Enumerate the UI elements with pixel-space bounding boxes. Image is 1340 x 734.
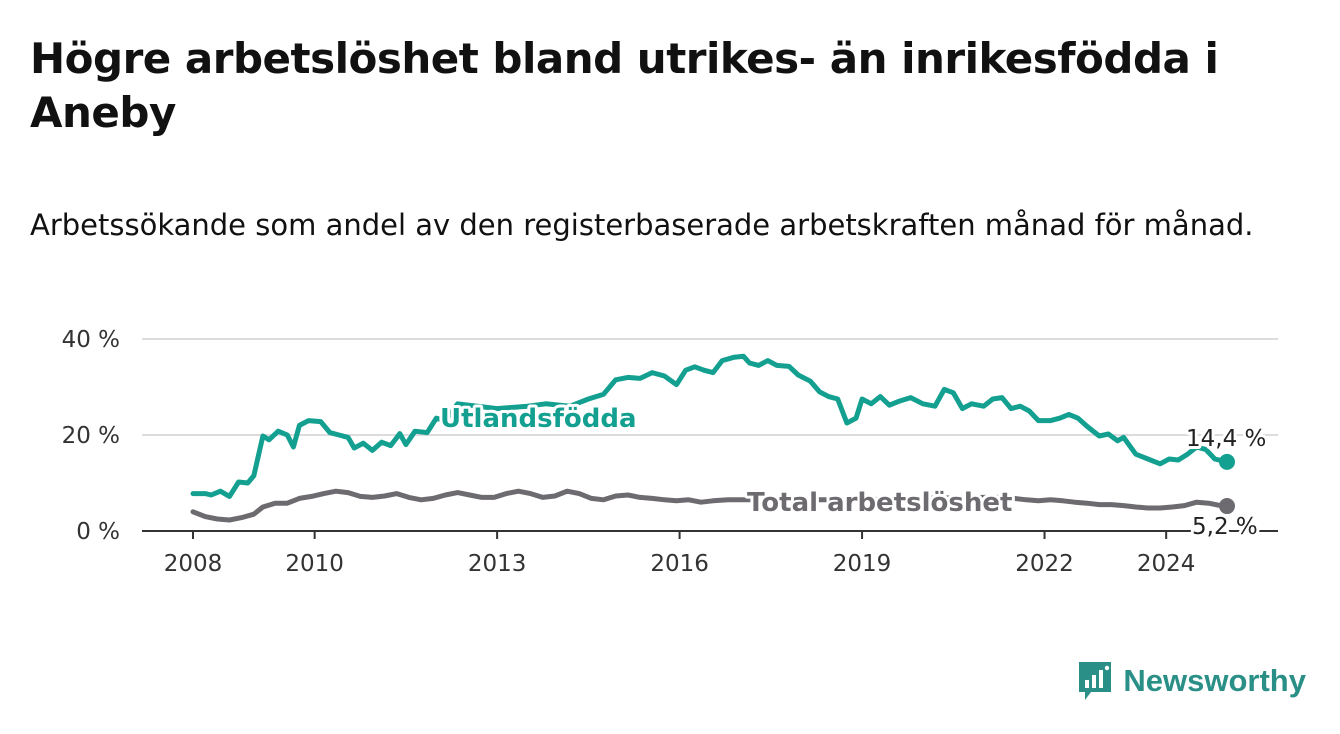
y-tick-label: 40 %	[62, 327, 120, 353]
series-label-total-arbetsloshet: Total arbetslöshet	[747, 488, 1012, 518]
end-point-marker	[1219, 453, 1235, 470]
series-label-utlandsfodda: Utlandsfödda	[440, 404, 637, 434]
y-tick-label: 0 %	[76, 519, 120, 545]
y-tick-label: 20 %	[62, 423, 120, 449]
axes: 0 % 20 % 40 % 2008 2010 2013 2016 2019 2022 2024	[62, 327, 1278, 577]
x-tick-label: 2024	[1137, 551, 1196, 577]
line-utlandsfodda	[190, 353, 1230, 499]
line-total-arbetsloshet	[190, 488, 1230, 523]
brand-logo: Newsworthy	[1077, 660, 1306, 702]
x-tick-label: 2008	[164, 551, 223, 577]
x-tick-label: 2010	[285, 551, 344, 577]
line-chart: 0 %20 %40 %2008 2010 2013 2016 2019 2022 2024 …	[62, 327, 1278, 577]
x-tick-label: 2019	[833, 551, 892, 577]
end-point-marker	[1219, 498, 1235, 515]
end-value-label-total: 5,2 %	[1192, 514, 1258, 540]
brand-name: Newsworthy	[1123, 663, 1306, 698]
series-lines	[190, 353, 1235, 523]
chart-title: Högre arbetslöshet bland utrikes- än inr…	[30, 34, 1219, 137]
end-value-label-utlandsfodda: 14,4 %	[1186, 426, 1266, 452]
series-labels: Utlandsfödda Total arbetslöshet 14,4 % 5…	[437, 401, 1269, 543]
chart-subtitle: Arbetssökande som andel av den registerb…	[30, 208, 1254, 242]
x-tick-label: 2013	[468, 551, 527, 577]
x-tick-label: 2022	[1015, 551, 1074, 577]
x-tick-label: 2016	[650, 551, 709, 577]
newsworthy-logo-icon	[1079, 662, 1112, 700]
